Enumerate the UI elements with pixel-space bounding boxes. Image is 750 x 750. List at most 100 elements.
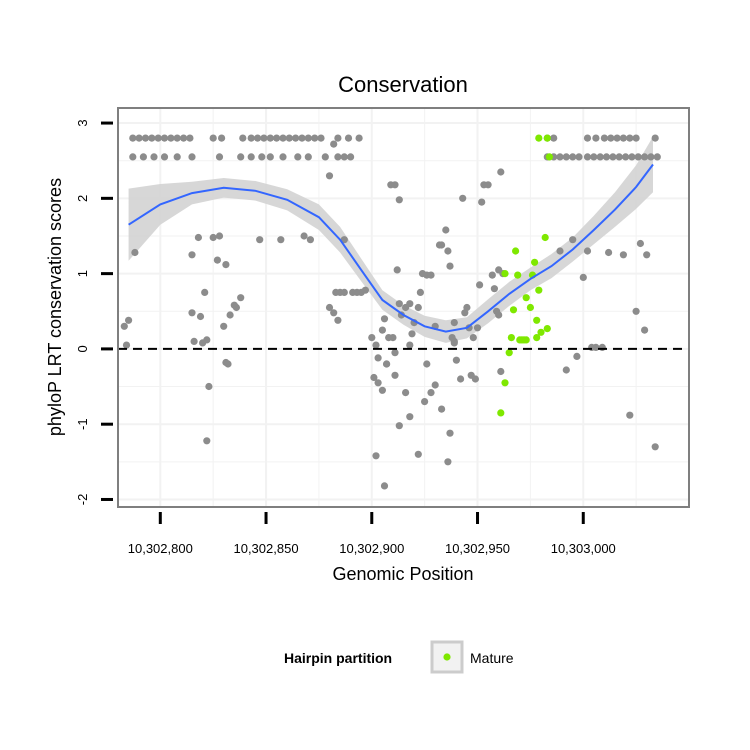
point-other <box>427 389 435 397</box>
point-other <box>344 134 353 142</box>
point-other <box>304 134 312 142</box>
point-other <box>592 134 600 142</box>
point-other <box>330 309 338 317</box>
point-other <box>651 443 659 451</box>
point-other <box>615 153 623 161</box>
point-other <box>148 134 156 142</box>
point-other <box>237 153 245 161</box>
point-other <box>380 315 389 323</box>
point-other <box>653 153 661 161</box>
point-mature <box>522 294 530 302</box>
point-other <box>446 429 454 437</box>
point-other <box>237 294 245 302</box>
point-other <box>389 334 397 342</box>
point-other <box>438 241 446 249</box>
point-other <box>273 134 281 142</box>
point-other <box>247 153 255 161</box>
point-mature <box>501 270 509 278</box>
point-other <box>266 153 274 161</box>
point-other <box>438 405 446 413</box>
x-tick-label: 10,302,900 <box>339 541 404 556</box>
point-mature <box>533 334 541 342</box>
point-other <box>258 153 266 161</box>
point-other <box>459 194 467 202</box>
point-other <box>374 379 382 387</box>
point-other <box>239 134 247 142</box>
point-other <box>304 153 312 161</box>
point-other <box>444 247 452 255</box>
smooth-line <box>128 163 654 333</box>
point-other <box>583 153 592 161</box>
point-other <box>406 300 414 308</box>
point-other <box>402 389 410 397</box>
legend-key-mature <box>430 640 464 674</box>
y-axis: -2 -1 0 1 2 3 <box>75 119 113 505</box>
point-other <box>421 398 429 406</box>
point-other <box>218 134 226 142</box>
point-mature <box>537 328 545 336</box>
legend: Hairpin partition Mature <box>284 640 514 674</box>
point-other <box>607 134 615 142</box>
point-mature <box>545 153 554 161</box>
point-mature <box>501 379 509 387</box>
point-other <box>122 341 131 349</box>
chart-title: Conservation <box>338 72 468 97</box>
point-other <box>209 233 217 242</box>
point-mature <box>511 247 520 255</box>
point-other <box>188 251 196 259</box>
point-other <box>260 134 268 142</box>
x-axis: 10,302,800 10,302,850 10,302,900 10,302,950… <box>128 512 616 556</box>
point-other <box>139 153 147 161</box>
point-other <box>391 181 399 189</box>
point-other <box>408 330 416 338</box>
point-other <box>605 248 613 257</box>
legend-marker-mature <box>443 653 451 661</box>
point-mature <box>543 134 551 142</box>
point-other <box>643 251 651 259</box>
point-other <box>368 334 376 342</box>
confidence-band <box>128 136 654 343</box>
point-other <box>550 134 558 142</box>
point-other <box>619 134 628 142</box>
point-other <box>575 153 583 161</box>
point-other <box>188 153 196 161</box>
y-tick-label: -2 <box>75 494 90 506</box>
point-other <box>380 482 389 490</box>
point-mature <box>535 286 543 294</box>
point-other <box>279 134 287 142</box>
point-other <box>135 134 143 142</box>
point-other <box>232 303 240 312</box>
legend-title: Hairpin partition <box>284 650 392 666</box>
point-other <box>444 458 452 466</box>
point-other <box>431 381 439 389</box>
point-other <box>391 371 399 379</box>
confidence-band-area <box>128 136 654 343</box>
point-other <box>609 153 617 161</box>
point-other <box>423 360 431 368</box>
point-other <box>247 134 255 142</box>
point-other <box>173 153 181 161</box>
smooth-fit-line <box>128 163 654 333</box>
point-mature <box>531 258 539 266</box>
point-other <box>209 134 217 142</box>
point-other <box>222 261 230 269</box>
point-other <box>196 312 205 321</box>
x-tick-label: 10,302,800 <box>128 541 193 556</box>
point-other <box>215 153 224 161</box>
x-tick-label: 10,303,000 <box>551 541 616 556</box>
point-other <box>298 134 306 142</box>
point-mature <box>522 336 530 344</box>
legend-label-mature: Mature <box>470 650 514 666</box>
point-other <box>325 303 334 312</box>
point-other <box>205 382 213 391</box>
point-mature <box>507 334 515 342</box>
point-other <box>641 153 649 161</box>
point-other <box>203 437 211 445</box>
point-other <box>495 311 503 319</box>
point-mature <box>533 316 541 324</box>
point-other <box>602 153 611 161</box>
point-other <box>450 319 458 327</box>
point-other <box>632 134 640 142</box>
y-tick-label: 0 <box>75 345 90 352</box>
